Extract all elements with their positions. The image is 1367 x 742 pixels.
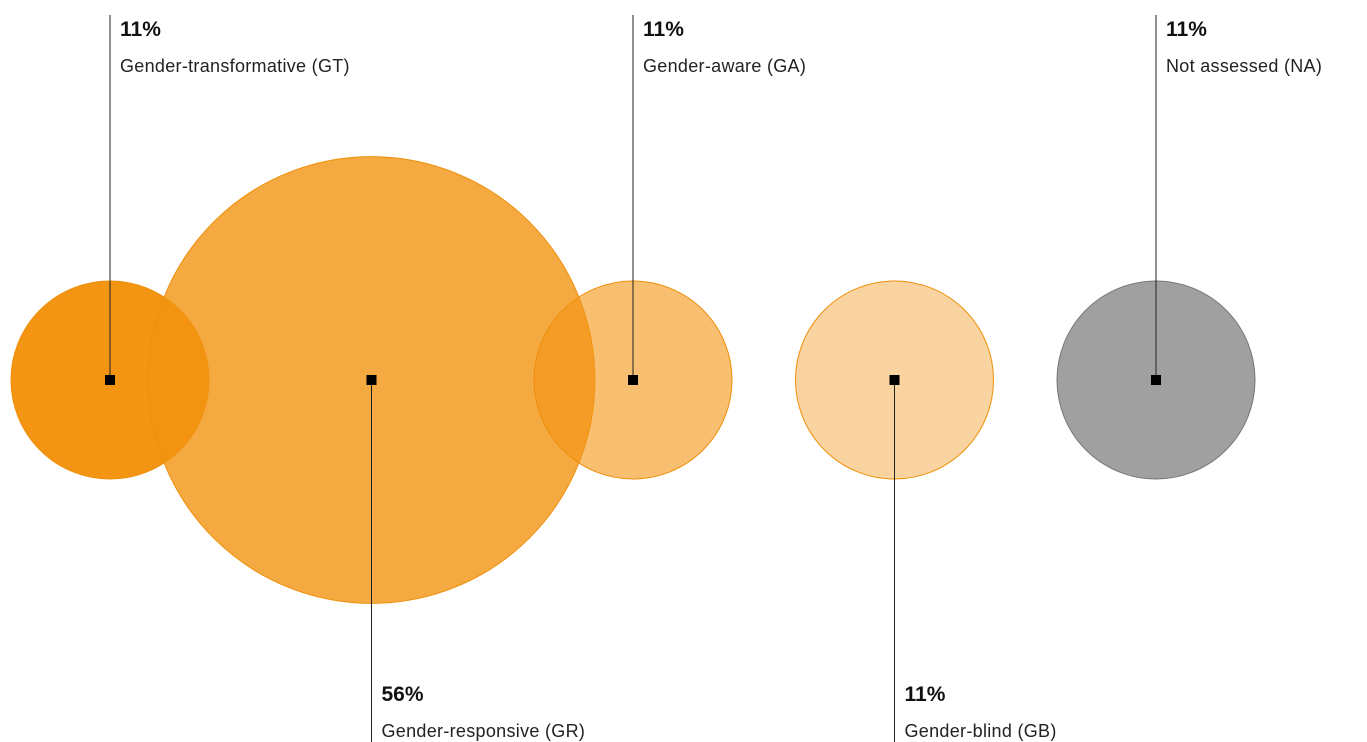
- annotations: 11% Gender-transformative (GT) 56% Gender-r…: [105, 15, 1322, 742]
- center-marker: [105, 375, 115, 385]
- category-label: Gender-blind (GB): [905, 721, 1057, 741]
- category-label: Not assessed (NA): [1166, 56, 1322, 76]
- value-label: 56%: [382, 683, 424, 706]
- center-marker: [1151, 375, 1161, 385]
- category-label: Gender-transformative (GT): [120, 56, 350, 76]
- value-label: 11%: [905, 683, 946, 706]
- center-marker: [366, 375, 377, 385]
- value-label: 11%: [120, 18, 161, 41]
- center-marker: [628, 375, 638, 385]
- value-label: 11%: [643, 18, 684, 41]
- value-label: 11%: [1166, 18, 1207, 41]
- center-marker: [889, 375, 900, 385]
- category-label: Gender-responsive (GR): [382, 721, 586, 741]
- category-label: Gender-aware (GA): [643, 56, 806, 76]
